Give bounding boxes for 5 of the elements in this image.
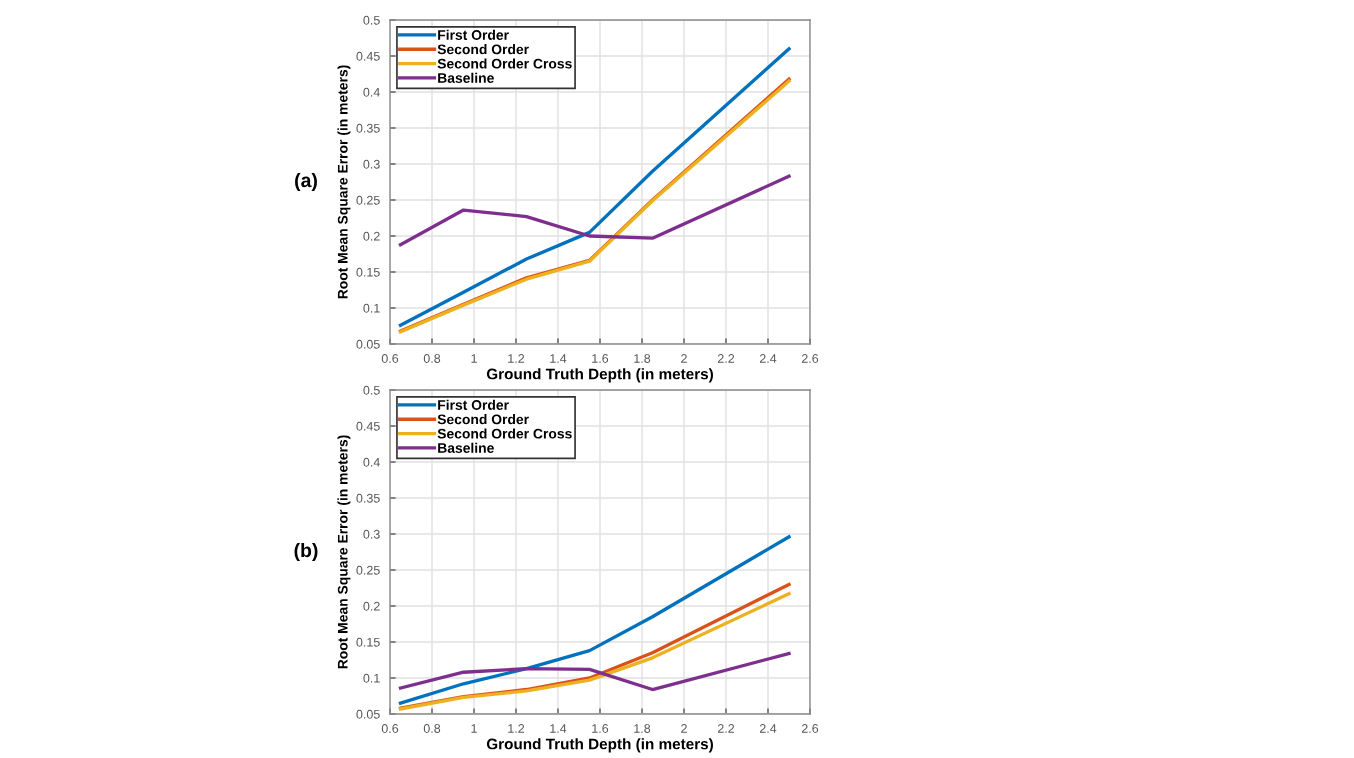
text: (b) <box>294 542 318 562</box>
line-series <box>398 174 791 247</box>
text: (a) <box>295 172 317 192</box>
line-series <box>398 651 791 692</box>
line-series <box>398 535 791 705</box>
